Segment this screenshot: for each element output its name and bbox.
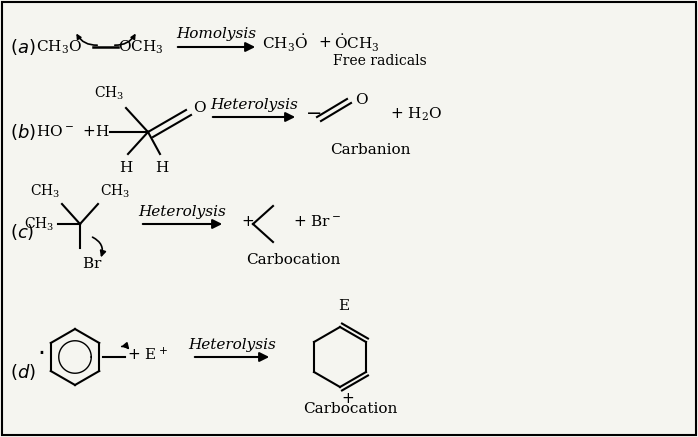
- Text: $\mathregular{\dot{O}CH_3}$: $\mathregular{\dot{O}CH_3}$: [334, 32, 380, 54]
- Text: $\mathregular{CH_3\dot{O}}$: $\mathregular{CH_3\dot{O}}$: [262, 32, 308, 54]
- Text: $\mathregular{OCH_3}$: $\mathregular{OCH_3}$: [118, 38, 163, 55]
- Text: $\mathregular{O}$: $\mathregular{O}$: [355, 91, 369, 107]
- Text: $(d)$: $(d)$: [10, 362, 36, 382]
- Text: $\mathregular{CH_3}$: $\mathregular{CH_3}$: [94, 85, 124, 102]
- Text: $+$: $+$: [82, 125, 95, 139]
- Text: $\mathregular{O}$: $\mathregular{O}$: [193, 100, 207, 114]
- Text: $\mathregular{CH_3}$: $\mathregular{CH_3}$: [24, 215, 54, 232]
- Text: $\mathregular{CH_3}$: $\mathregular{CH_3}$: [100, 183, 131, 200]
- Text: $+$: $+$: [318, 36, 331, 50]
- FancyArrowPatch shape: [93, 237, 105, 256]
- Text: $\mathregular{H}$: $\mathregular{H}$: [119, 160, 133, 175]
- Text: $-$: $-$: [305, 103, 321, 121]
- Text: $\mathregular{HO^-}$: $\mathregular{HO^-}$: [36, 125, 74, 139]
- Text: Heterolysis: Heterolysis: [139, 205, 226, 219]
- Text: $\cdot$: $\cdot$: [38, 341, 45, 364]
- Text: $+\ \mathregular{E^+}$: $+\ \mathregular{E^+}$: [127, 347, 168, 363]
- Text: E: E: [339, 299, 350, 313]
- Text: $(a)$: $(a)$: [10, 37, 36, 57]
- FancyArrowPatch shape: [121, 343, 128, 348]
- Text: $\mathregular{CH_3O}$: $\mathregular{CH_3O}$: [36, 38, 82, 55]
- Text: Heterolysis: Heterolysis: [188, 338, 276, 352]
- Text: Heterolysis: Heterolysis: [210, 98, 298, 112]
- Text: Homolysis: Homolysis: [177, 27, 257, 41]
- Text: $+$: $+$: [242, 215, 255, 229]
- FancyArrowPatch shape: [77, 35, 97, 45]
- Text: $+\ \mathregular{Br^-}$: $+\ \mathregular{Br^-}$: [293, 215, 341, 229]
- FancyArrowPatch shape: [114, 35, 135, 45]
- Text: $+$: $+$: [341, 392, 355, 406]
- Text: $\mathregular{CH_3}$: $\mathregular{CH_3}$: [29, 183, 60, 200]
- Text: $\mathregular{H}$: $\mathregular{H}$: [95, 125, 110, 139]
- Text: $(b)$: $(b)$: [10, 122, 36, 142]
- Text: Carbocation: Carbocation: [246, 253, 340, 267]
- Text: $\mathregular{H}$: $\mathregular{H}$: [155, 160, 169, 175]
- Text: Free radicals: Free radicals: [333, 54, 427, 68]
- Text: Carbocation: Carbocation: [303, 402, 397, 416]
- Text: $+\ \mathregular{H_2O}$: $+\ \mathregular{H_2O}$: [390, 105, 442, 123]
- Text: $\mathregular{Br}$: $\mathregular{Br}$: [82, 256, 103, 271]
- Text: $(c)$: $(c)$: [10, 222, 34, 242]
- Text: Carbanion: Carbanion: [329, 143, 410, 157]
